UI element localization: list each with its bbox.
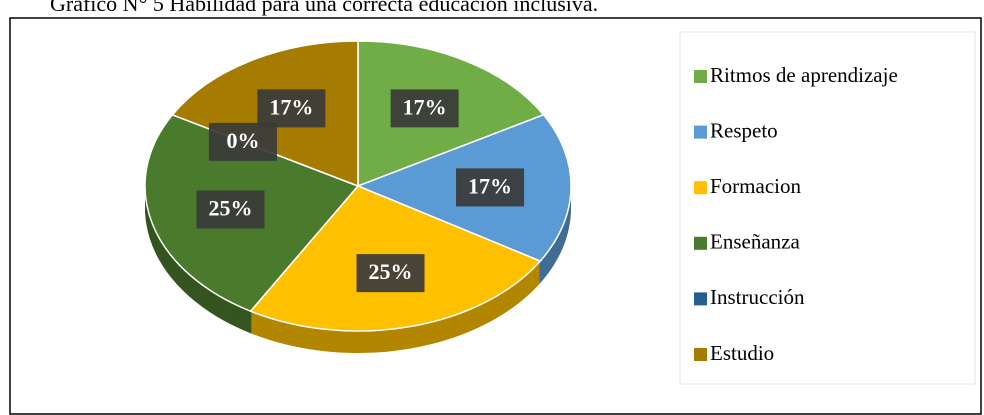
pie: 17% 17% 25% 25% 0% 17% xyxy=(144,40,572,353)
legend-swatch xyxy=(694,125,707,139)
data-label: 17% xyxy=(269,94,313,119)
label-bg xyxy=(356,254,425,293)
label-bg xyxy=(257,89,326,128)
data-label: 17% xyxy=(403,94,447,119)
label-bg xyxy=(390,89,459,128)
label-bg xyxy=(208,122,277,161)
label-bg xyxy=(196,190,265,229)
chart-title: Gráfico N° 5 Habilidad para una correcta… xyxy=(50,0,598,16)
legend-swatch xyxy=(694,236,707,250)
legend-label: Respeto xyxy=(710,118,778,142)
label-bg xyxy=(456,168,525,207)
legend-swatch xyxy=(694,70,707,83)
legend: Ritmos de aprendizaje Respeto Formacion Ens… xyxy=(694,63,898,365)
data-label: 25% xyxy=(209,196,253,221)
legend-label: Instrucción xyxy=(710,285,805,309)
data-label: 17% xyxy=(468,173,512,198)
legend-box xyxy=(679,31,976,385)
legend-label: Estudio xyxy=(710,341,774,365)
data-label: 25% xyxy=(369,259,413,284)
legend-swatch xyxy=(694,181,707,195)
legend-label: Formacion xyxy=(710,174,801,198)
legend-swatch xyxy=(694,348,707,361)
data-label: 0% xyxy=(226,128,259,153)
legend-swatch xyxy=(694,292,707,306)
legend-label: Enseñanza xyxy=(710,230,800,254)
legend-label: Ritmos de aprendizaje xyxy=(710,63,898,87)
